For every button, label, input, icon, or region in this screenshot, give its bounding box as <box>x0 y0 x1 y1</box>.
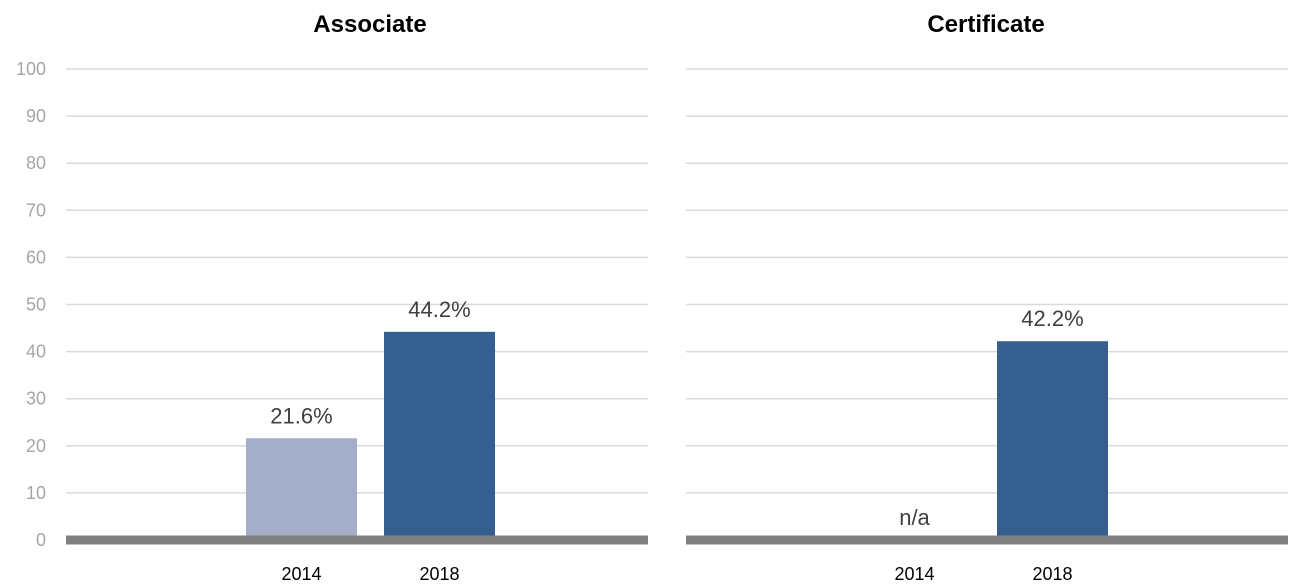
y-tick-label: 80 <box>26 153 46 173</box>
y-tick-label: 30 <box>26 389 46 409</box>
panel-title: Certificate <box>927 11 1044 38</box>
y-tick-label: 70 <box>26 200 46 220</box>
x-tick-label: 2014 <box>894 564 934 584</box>
y-tick-label: 60 <box>26 247 46 267</box>
data-label: 44.2% <box>408 297 470 322</box>
panel-title: Associate <box>313 11 426 38</box>
x-tick-label: 2018 <box>419 564 459 584</box>
data-label: n/a <box>899 505 930 530</box>
data-label: 21.6% <box>270 403 332 428</box>
bar <box>997 341 1108 540</box>
y-tick-label: 40 <box>26 342 46 362</box>
y-tick-label: 0 <box>36 530 46 550</box>
y-tick-label: 10 <box>26 483 46 503</box>
x-tick-label: 2018 <box>1032 564 1072 584</box>
y-tick-label: 90 <box>26 106 46 126</box>
y-tick-label: 20 <box>26 436 46 456</box>
data-label: 42.2% <box>1021 306 1083 331</box>
y-tick-label: 100 <box>16 59 46 79</box>
bar <box>246 438 357 540</box>
x-tick-label: 2014 <box>281 564 321 584</box>
y-tick-label: 50 <box>26 295 46 315</box>
bar <box>384 331 495 540</box>
